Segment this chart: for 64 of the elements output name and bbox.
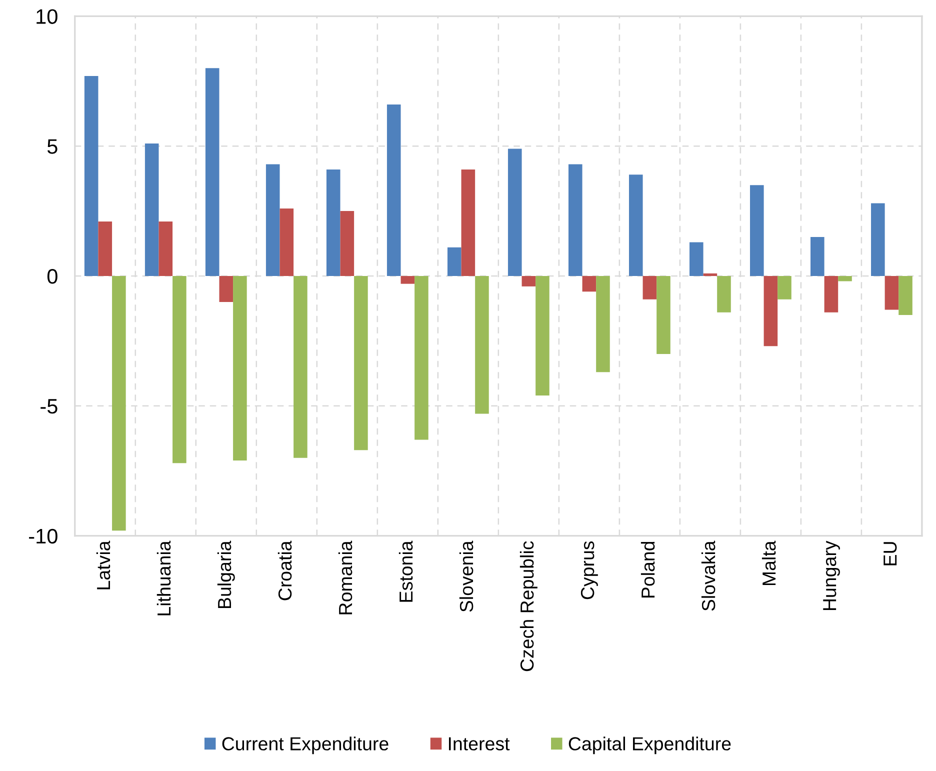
bar	[750, 185, 764, 276]
bar	[764, 276, 778, 346]
x-tick-label: Slovenia	[459, 540, 474, 612]
bar	[205, 68, 220, 276]
bar	[280, 208, 294, 276]
x-tick-label: Latvia	[96, 540, 110, 590]
bar	[326, 169, 340, 276]
x-tick-label: Slovakia	[701, 540, 716, 611]
bar	[144, 144, 159, 276]
bar	[689, 242, 704, 276]
bar	[568, 164, 582, 276]
bar	[838, 276, 852, 282]
bar	[233, 276, 247, 460]
bar	[354, 276, 368, 450]
legend-label: Capital Expenditure	[568, 736, 731, 754]
x-tick-label: EU	[884, 542, 897, 566]
bar	[461, 169, 476, 276]
bar	[810, 237, 824, 276]
x-tick-label: Czech Republic	[520, 541, 538, 672]
bar	[294, 276, 308, 458]
bar	[522, 276, 536, 286]
bar	[656, 276, 670, 354]
legend-label: Interest	[448, 737, 510, 750]
bar	[475, 276, 489, 414]
bar	[219, 276, 234, 302]
y-tick-label: -5	[40, 399, 58, 414]
x-tick-label: Malta	[762, 540, 776, 586]
bar	[112, 276, 126, 531]
bar	[508, 148, 522, 276]
bar	[158, 221, 173, 276]
x-tick-label: Poland	[640, 542, 655, 598]
bar	[596, 276, 610, 372]
y-tick-label: 10	[36, 9, 58, 24]
bar	[266, 164, 280, 276]
bar	[414, 276, 428, 440]
bar	[172, 276, 186, 464]
bar	[642, 276, 657, 300]
bar	[98, 221, 112, 276]
bar	[386, 104, 401, 276]
bar	[536, 276, 550, 396]
x-tick-label: Bulgaria	[217, 540, 235, 608]
y-tick-label: 0	[47, 269, 58, 284]
bar	[884, 276, 899, 310]
x-tick-label: Lithuania	[156, 540, 171, 616]
legend-label: Current Expenditure	[222, 736, 388, 754]
y-tick-label: -10	[29, 528, 58, 544]
x-tick-label: Estonia	[398, 540, 413, 602]
bar	[778, 276, 792, 300]
bar	[628, 174, 643, 276]
bar	[84, 76, 98, 276]
bar	[824, 276, 838, 312]
x-tick-label: Hungary	[823, 540, 840, 610]
bar	[898, 276, 912, 315]
bar	[871, 203, 885, 276]
bar	[717, 276, 731, 312]
bar	[340, 211, 354, 276]
bar	[703, 273, 718, 276]
y-tick-label: 5	[47, 139, 58, 154]
x-tick-label: Cyprus	[580, 541, 598, 600]
bar	[447, 247, 462, 276]
bar	[400, 276, 415, 284]
x-tick-label: Romania	[338, 540, 352, 614]
bar	[582, 276, 596, 292]
x-tick-label: Croatia	[278, 540, 292, 600]
